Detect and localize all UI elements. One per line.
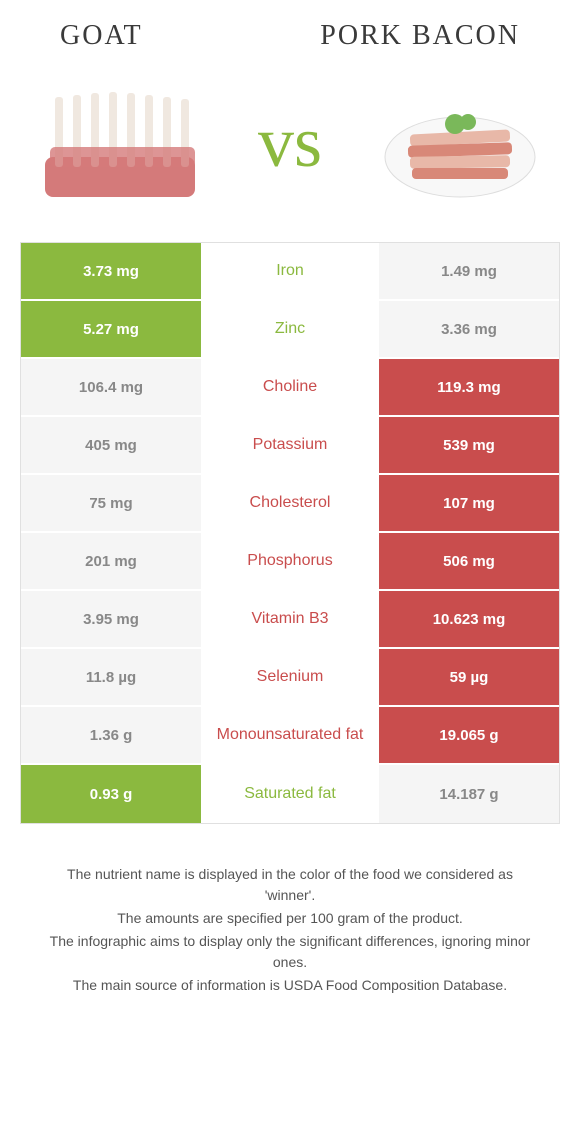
bacon-value: 1.49 mg [379,243,559,299]
nutrient-row: 201 mgPhosphorus506 mg [21,533,559,591]
goat-value: 1.36 g [21,707,201,763]
goat-value: 3.95 mg [21,591,201,647]
goat-title: Goat [60,20,143,52]
bacon-value: 539 mg [379,417,559,473]
nutrient-row: 75 mgCholesterol107 mg [21,475,559,533]
nutrient-row: 1.36 gMonounsaturated fat19.065 g [21,707,559,765]
bacon-value: 59 µg [379,649,559,705]
bacon-title: Pork bacon [320,20,520,52]
footer-line-4: The main source of information is USDA F… [40,975,540,996]
nutrient-name: Saturated fat [201,765,379,823]
goat-value: 0.93 g [21,765,201,823]
bacon-value: 14.187 g [379,765,559,823]
nutrient-row: 0.93 gSaturated fat14.187 g [21,765,559,823]
bacon-value: 119.3 mg [379,359,559,415]
goat-value: 11.8 µg [21,649,201,705]
nutrient-name: Potassium [201,417,379,473]
bacon-image [370,72,550,212]
bacon-value: 10.623 mg [379,591,559,647]
images-row: vs [20,72,560,212]
goat-value: 106.4 mg [21,359,201,415]
footer-line-2: The amounts are specified per 100 gram o… [40,908,540,929]
nutrient-name: Iron [201,243,379,299]
comparison-table: 3.73 mgIron1.49 mg5.27 mgZinc3.36 mg106.… [20,242,560,824]
nutrient-name: Selenium [201,649,379,705]
footer-line-1: The nutrient name is displayed in the co… [40,864,540,906]
goat-value: 3.73 mg [21,243,201,299]
goat-value: 5.27 mg [21,301,201,357]
nutrient-row: 106.4 mgCholine119.3 mg [21,359,559,417]
bacon-value: 506 mg [379,533,559,589]
nutrient-name: Choline [201,359,379,415]
nutrient-name: Cholesterol [201,475,379,531]
nutrient-row: 11.8 µgSelenium59 µg [21,649,559,707]
goat-value: 75 mg [21,475,201,531]
nutrient-name: Phosphorus [201,533,379,589]
goat-value: 405 mg [21,417,201,473]
nutrient-row: 3.73 mgIron1.49 mg [21,243,559,301]
footer-line-3: The infographic aims to display only the… [40,931,540,973]
goat-image [30,72,210,212]
goat-value: 201 mg [21,533,201,589]
footer-text: The nutrient name is displayed in the co… [20,864,560,996]
bacon-value: 107 mg [379,475,559,531]
nutrient-name: Monounsaturated fat [201,707,379,763]
header-titles: Goat Pork bacon [20,20,560,52]
bacon-value: 3.36 mg [379,301,559,357]
bacon-value: 19.065 g [379,707,559,763]
nutrient-name: Zinc [201,301,379,357]
nutrient-name: Vitamin B3 [201,591,379,647]
vs-label: vs [258,101,322,184]
nutrient-row: 405 mgPotassium539 mg [21,417,559,475]
nutrient-row: 5.27 mgZinc3.36 mg [21,301,559,359]
nutrient-row: 3.95 mgVitamin B310.623 mg [21,591,559,649]
